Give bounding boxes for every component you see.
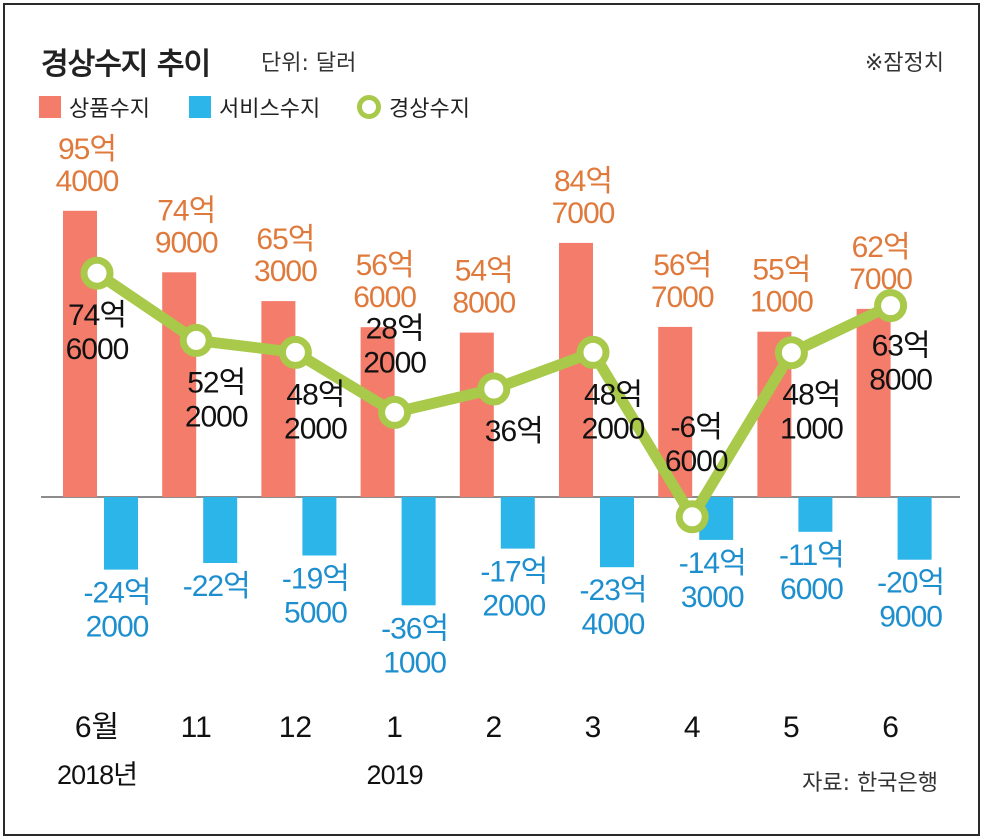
x-tick-label: 6 (882, 711, 899, 744)
current-account-data-label: 63억 8000 (869, 330, 932, 397)
goods-bar (856, 308, 891, 497)
services-data-label: -17억 2000 (480, 556, 547, 623)
legend-item-goods: 상품수지 (39, 91, 150, 123)
legend-label-services: 서비스수지 (219, 97, 321, 122)
services-bar (203, 497, 238, 563)
legend-swatch-goods (39, 96, 61, 118)
chart-frame: 경상수지 추이 단위: 달러 ※잠정치 상품수지 서비스수지 경상수지 95억 4… (3, 3, 980, 836)
current-account-point (477, 372, 511, 406)
goods-bar (261, 301, 296, 497)
unit-label: 단위: 달러 (261, 51, 357, 76)
current-account-data-label: 28억 2000 (363, 312, 426, 379)
x-year-label: 2019 (367, 760, 423, 790)
goods-data-label: 84억 7000 (552, 165, 615, 230)
services-bar (401, 497, 436, 606)
services-bar (600, 497, 634, 568)
current-account-data-label: -6억 6000 (665, 411, 728, 478)
current-account-point (675, 500, 709, 534)
provisional-note: ※잠정치 (864, 51, 944, 76)
current-account-data-label: 48억 2000 (284, 378, 347, 445)
source-label: 자료: 한국은행 (802, 771, 938, 796)
legend-item-current-account: 경상수지 (357, 91, 470, 123)
chart-plot: 95억 4000 -24억 2000 74억 6000 6월 2018년 74억 9000 -22억… (41, 133, 960, 790)
legend-marker-current-account (357, 95, 381, 119)
current-account-point (774, 336, 808, 370)
current-account-data-label: 48억 2000 (582, 378, 645, 445)
x-tick-label: 3 (585, 711, 602, 744)
goods-data-label: 95억 4000 (56, 133, 119, 198)
legend-label-current-account: 경상수지 (389, 97, 470, 122)
goods-data-label: 74억 9000 (155, 194, 218, 259)
x-tick-label: 4 (684, 711, 701, 744)
legend-swatch-services (189, 96, 211, 118)
services-bar (500, 497, 535, 549)
legend-item-services: 서비스수지 (189, 91, 320, 123)
x-tick-label: 6월 (75, 711, 119, 744)
services-data-label: -36억 1000 (381, 612, 448, 679)
goods-bar (459, 332, 494, 497)
services-data-label: -23억 4000 (580, 574, 647, 641)
services-data-label: -19억 5000 (282, 563, 349, 630)
current-account-data-label: 52억 2000 (185, 366, 248, 433)
chart-title: 경상수지 추이 (41, 47, 211, 82)
current-account-point (278, 335, 312, 369)
goods-data-label: 56억 7000 (651, 249, 714, 314)
services-data-label: -14억 3000 (679, 547, 746, 614)
x-tick-label: 1 (386, 711, 403, 744)
goods-data-label: 62억 7000 (849, 231, 912, 296)
current-account-point (576, 335, 610, 369)
goods-data-label: 54억 8000 (452, 255, 515, 320)
goods-data-label: 56억 6000 (353, 249, 416, 314)
goods-data-label: 55억 1000 (750, 254, 813, 319)
services-data-label: -22억 (183, 570, 250, 603)
current-account-data-label: 74억 6000 (66, 299, 129, 366)
x-tick-label: 11 (181, 711, 212, 744)
current-account-point (378, 395, 412, 429)
legend-label-goods: 상품수지 (69, 97, 150, 122)
services-bar (302, 497, 337, 556)
services-data-label: -24억 2000 (84, 577, 151, 644)
services-data-label: -20억 9000 (877, 567, 944, 634)
x-year-label: 2018년 (57, 760, 137, 790)
services-bar (798, 497, 833, 532)
current-account-data-label: 36억 (485, 415, 543, 448)
current-account-point (80, 256, 114, 290)
current-account-point (179, 323, 213, 357)
goods-bar (162, 272, 197, 497)
services-bar (104, 497, 138, 570)
goods-bar (559, 242, 593, 497)
x-tick-label: 2 (485, 711, 502, 744)
current-account-data-label: 48억 1000 (780, 379, 843, 446)
services-bar (897, 497, 932, 560)
services-data-label: -11억 6000 (779, 539, 844, 606)
x-tick-label: 12 (279, 711, 312, 744)
goods-data-label: 65억 3000 (254, 223, 317, 288)
current-account-point (874, 289, 908, 323)
x-tick-label: 5 (783, 711, 800, 744)
